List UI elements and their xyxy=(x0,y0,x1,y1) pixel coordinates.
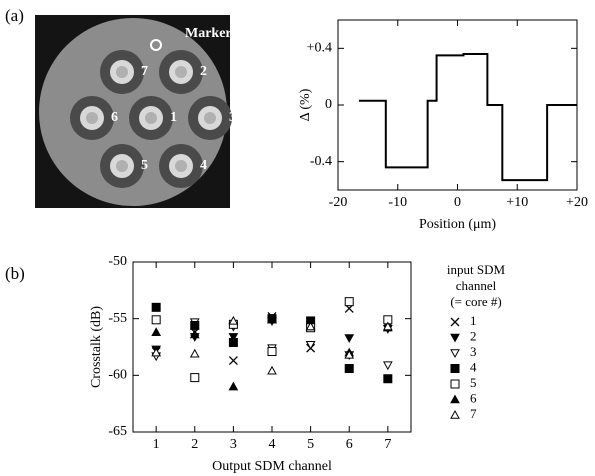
panel-label: (a) xyxy=(5,6,24,25)
legend-label: 1 xyxy=(470,313,477,328)
legend-label: 3 xyxy=(470,344,477,359)
point xyxy=(191,350,199,357)
fiber-image: Marker 1 2 3 4 5 6 7 xyxy=(35,15,236,208)
core xyxy=(175,160,187,172)
x-tick-label: +20 xyxy=(566,195,588,210)
core-label: 3 xyxy=(229,110,236,125)
core xyxy=(175,66,187,78)
y-axis-label: Crosstalk (dB) xyxy=(89,306,104,388)
legend-marker xyxy=(451,365,459,373)
y-tick-label: -0.4 xyxy=(310,154,332,169)
x-axis-label: Output SDM channel xyxy=(212,459,332,474)
point xyxy=(152,316,160,324)
x-tick-label: 0 xyxy=(454,195,461,210)
legend-marker xyxy=(451,380,459,388)
legend-label: 6 xyxy=(470,390,477,405)
plot-frame xyxy=(338,20,577,190)
x-tick-label: 6 xyxy=(346,437,353,452)
x-tick-label: 3 xyxy=(230,437,237,452)
y-axis-label: Δ (%) xyxy=(298,88,313,121)
figure: (a) (b) Marker 1234567 -20-100+10+20-0.4… xyxy=(0,0,595,476)
point xyxy=(152,328,160,335)
point xyxy=(384,362,392,369)
core xyxy=(86,112,98,124)
point xyxy=(191,374,199,382)
legend-marker xyxy=(451,334,459,341)
point xyxy=(191,321,199,329)
x-tick-label: +10 xyxy=(506,195,528,210)
y-tick-label: -65 xyxy=(108,424,127,439)
x-tick-label: 7 xyxy=(384,437,391,452)
x-tick-label: 5 xyxy=(307,437,314,452)
core-label: 4 xyxy=(200,158,207,173)
x-tick-label: -20 xyxy=(329,195,348,210)
core-label: 2 xyxy=(200,64,207,79)
legend-marker xyxy=(451,411,459,418)
core xyxy=(116,160,128,172)
point xyxy=(345,365,353,373)
core xyxy=(116,66,128,78)
x-tick-label: -10 xyxy=(388,195,407,210)
point xyxy=(268,367,276,374)
legend-title: (= core #) xyxy=(450,294,501,309)
x-tick-label: 1 xyxy=(153,437,160,452)
legend-marker xyxy=(451,318,459,326)
legend-title: input SDM xyxy=(447,262,506,277)
point xyxy=(152,349,160,356)
point xyxy=(345,298,353,306)
x-axis-label: Position (μm) xyxy=(419,217,496,232)
legend-marker xyxy=(451,396,459,403)
legend-label: 4 xyxy=(470,359,477,374)
y-tick-label: -60 xyxy=(108,368,127,383)
core xyxy=(145,112,157,124)
legend-label: 5 xyxy=(470,375,477,390)
y-tick-label: -50 xyxy=(108,254,127,269)
legend-label: 7 xyxy=(470,406,477,421)
point xyxy=(345,335,353,342)
core-label: 5 xyxy=(141,158,148,173)
legend-label: 2 xyxy=(470,328,477,343)
y-tick-label: -55 xyxy=(108,311,127,326)
legend-title: channel xyxy=(456,278,497,293)
y-tick-label: 0 xyxy=(325,97,332,112)
point xyxy=(152,303,160,311)
marker-label: Marker xyxy=(185,26,232,41)
point xyxy=(229,383,237,390)
point xyxy=(268,348,276,356)
core-label: 7 xyxy=(141,64,148,79)
panel-label: (b) xyxy=(5,264,25,283)
y-tick-label: +0.4 xyxy=(307,41,332,56)
point xyxy=(229,357,237,365)
core xyxy=(204,112,216,124)
profile-line xyxy=(359,54,577,180)
core-label: 6 xyxy=(111,110,118,125)
point xyxy=(384,375,392,383)
x-tick-label: 2 xyxy=(191,437,198,452)
point xyxy=(229,338,237,346)
core-label: 1 xyxy=(170,110,177,125)
legend-marker xyxy=(451,350,459,357)
x-tick-label: 4 xyxy=(269,437,276,452)
